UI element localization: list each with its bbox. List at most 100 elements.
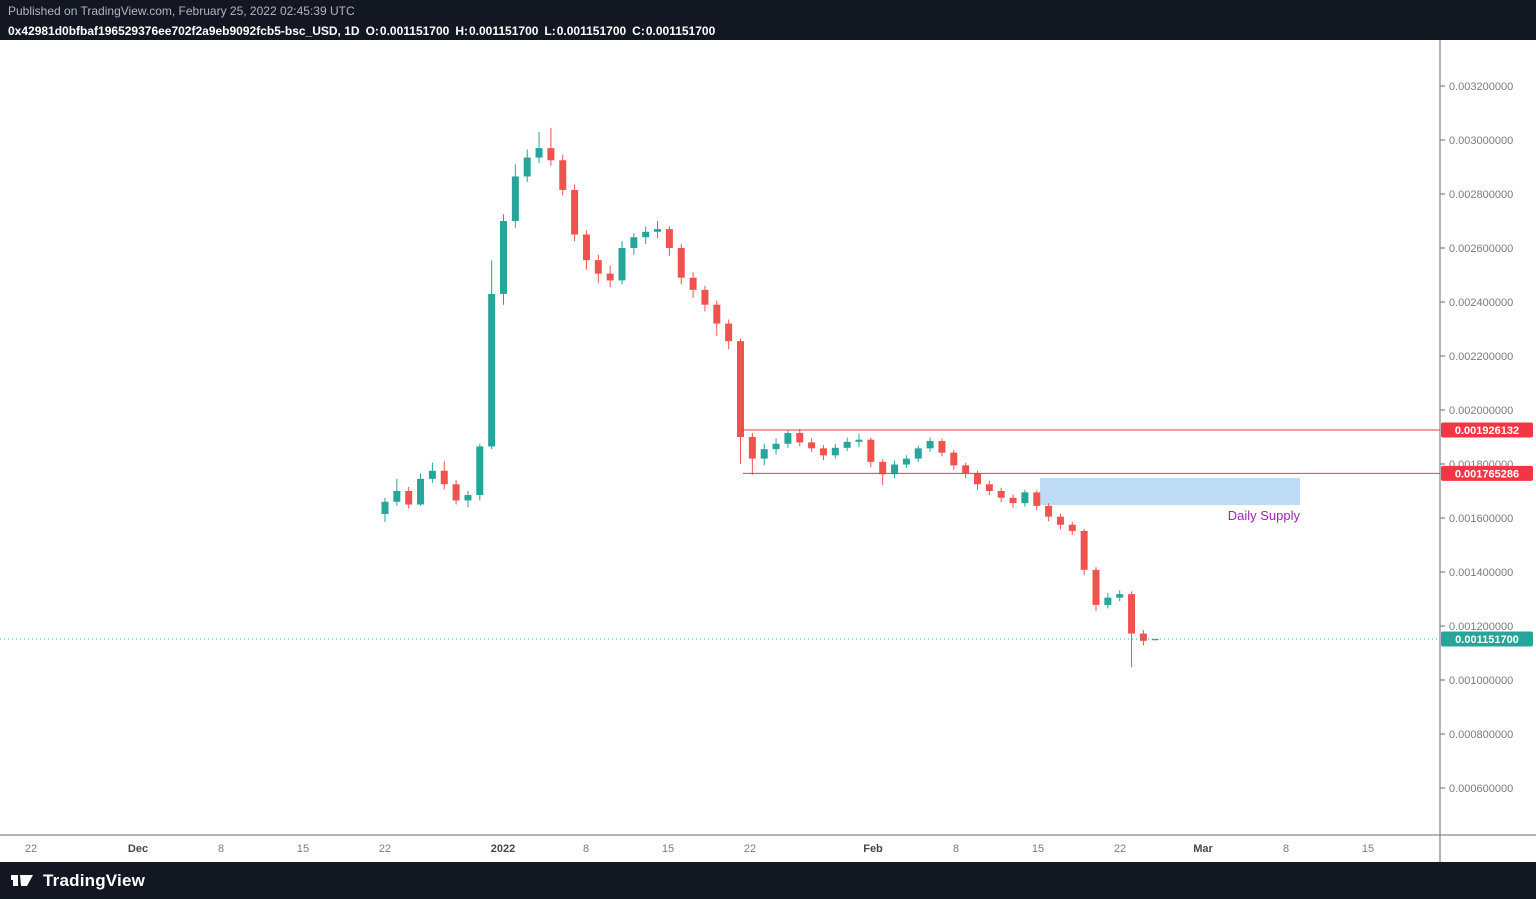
candle-body (417, 478, 425, 505)
symbol-title: 0x42981d0bfbaf196529376ee702f2a9eb9092fc… (8, 23, 360, 38)
candle-body (1092, 569, 1100, 605)
candle (654, 221, 662, 239)
time-tick-label: 2022 (491, 843, 515, 855)
candle-body (1068, 524, 1076, 531)
candle (713, 300, 721, 336)
candle-body (748, 437, 756, 459)
candle-body (511, 176, 519, 221)
candle-body (1116, 594, 1124, 598)
candle (488, 260, 496, 450)
candle-body (689, 277, 697, 290)
candle (689, 272, 697, 298)
ohlc-low: L: 0.001151700 (544, 23, 626, 40)
candle (748, 432, 756, 475)
candle-body (855, 439, 863, 442)
candle-body (618, 248, 626, 281)
candle-body (559, 160, 567, 190)
tradingview-brand-link[interactable]: TradingView (10, 871, 145, 891)
candle-body (535, 148, 543, 158)
ohlc-high: H: 0.001151700 (455, 23, 538, 40)
time-tick-label: 22 (379, 843, 391, 855)
candle-body (962, 465, 970, 474)
candle (452, 480, 460, 505)
candle (523, 149, 531, 182)
candle-body (701, 289, 709, 305)
candle (582, 230, 590, 270)
ohlc-high-label: H: (455, 23, 468, 38)
candle (867, 437, 875, 468)
candlestick-chart[interactable]: Daily Supply 0.003200000 0.003000000 0.0028… (0, 40, 1536, 862)
candle-body (500, 221, 507, 294)
price-tick-label: 0.001200000 (1449, 621, 1513, 633)
candle (962, 462, 970, 479)
candle-body (1151, 639, 1159, 641)
time-tick-label: 22 (744, 843, 756, 855)
time-tick-label: 15 (1032, 843, 1044, 855)
ohlc-close-value: 0.001151700 (645, 23, 716, 38)
candle (511, 164, 519, 228)
candle-body (725, 323, 733, 342)
candle (772, 438, 780, 455)
price-tick-label: 0.002600000 (1449, 243, 1513, 255)
time-tick-label: 15 (1362, 843, 1374, 855)
price-tick-label: 0.002200000 (1449, 351, 1513, 363)
price-tick-label: 0.001000000 (1449, 675, 1513, 687)
candle (808, 438, 816, 452)
chart-area[interactable]: Daily Supply 0.003200000 0.003000000 0.0028… (0, 40, 1536, 862)
candle (926, 437, 934, 452)
candle-body (642, 231, 650, 238)
candle-body (713, 304, 721, 324)
time-tick-label: 8 (583, 843, 589, 855)
candle-body (938, 441, 946, 453)
candle-body (796, 432, 804, 443)
ohlc-open: O: 0.001151700 (366, 23, 450, 40)
candle (547, 127, 555, 166)
candle (1045, 503, 1053, 522)
candle (464, 491, 472, 508)
price-tick-label: 0.003200000 (1449, 81, 1513, 93)
level-price-badge-label: 0.001765286 (1455, 468, 1519, 480)
candle-body (1045, 505, 1053, 517)
daily-supply-zone[interactable] (1040, 478, 1300, 506)
candle-body (476, 446, 484, 496)
candle-body (974, 473, 981, 485)
candle (618, 241, 626, 285)
candle-body (594, 260, 602, 274)
candle (1092, 567, 1100, 612)
candle-body (523, 157, 531, 177)
candle (985, 480, 993, 496)
ohlc-open-label: O: (365, 23, 379, 38)
candle-body (1104, 597, 1112, 605)
candle-body (891, 464, 899, 475)
tradingview-logo-icon (11, 875, 33, 886)
published-text: Published on TradingView.com, February 2… (8, 4, 355, 18)
price-tick-label: 0.000800000 (1449, 729, 1513, 741)
candle-body (405, 491, 413, 505)
candle (737, 338, 744, 464)
candle (630, 233, 638, 255)
candle-body (1139, 633, 1147, 641)
candle-body (1128, 594, 1136, 634)
candle (701, 285, 709, 312)
candle-body (819, 448, 827, 456)
candle-body (737, 341, 744, 437)
candle (1128, 591, 1136, 668)
candle-body (997, 491, 1005, 498)
candle (417, 473, 425, 506)
candle-body (867, 439, 875, 462)
candle (819, 445, 827, 460)
current-price-badge-label: 0.001151700 (1455, 634, 1519, 646)
candle-body (879, 461, 887, 475)
candle-body (1056, 516, 1064, 525)
candle (535, 131, 543, 163)
candle (974, 470, 981, 490)
candle-body (630, 237, 638, 248)
candle (891, 460, 899, 479)
candle-body (784, 432, 792, 444)
time-tick-label: Dec (128, 843, 148, 855)
ohlc-low-value: 0.001151700 (556, 23, 627, 38)
candle-body (606, 273, 614, 281)
candle-body (440, 470, 448, 485)
candle (476, 443, 484, 501)
